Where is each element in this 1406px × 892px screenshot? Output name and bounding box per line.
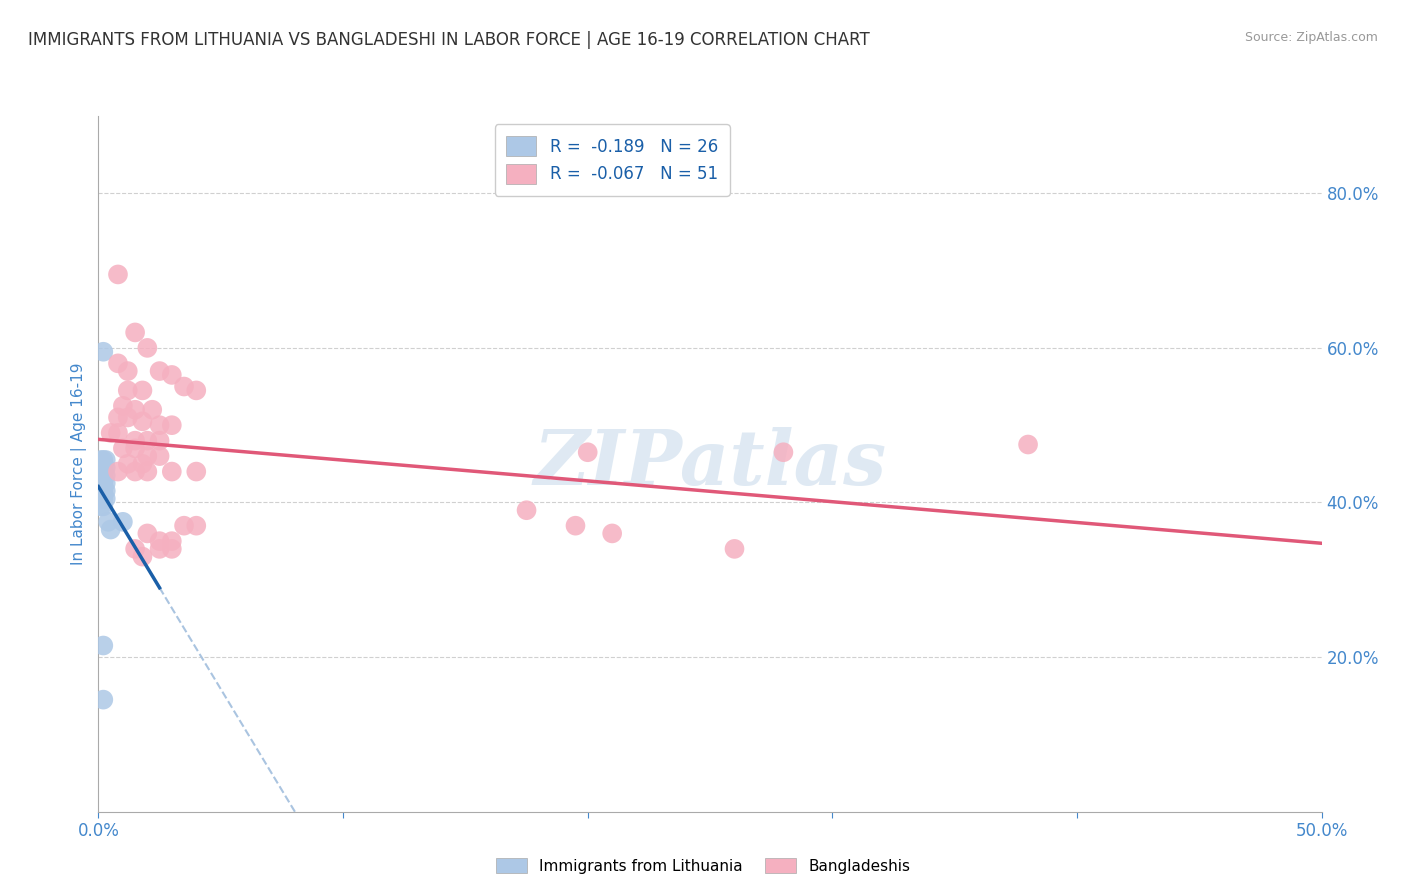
Point [91,344,114,359]
Text: Source: ZipAtlas.com: Source: ZipAtlas.com [1244,31,1378,45]
Point [149,534,172,549]
Point [97,515,120,529]
Point [90,460,112,475]
Point [136,341,159,355]
Point [124,541,146,556]
Point [107,425,129,440]
Point [100,425,122,440]
Point [90,476,112,491]
Point [124,442,146,456]
Point [90,491,112,506]
Point [160,418,183,433]
Y-axis label: In Labor Force | Age 16-19: In Labor Force | Age 16-19 [72,362,87,566]
Point [124,465,146,479]
Point [186,465,208,479]
Point [91,468,114,483]
Point [94,460,117,475]
Point [149,418,172,433]
Point [94,468,117,483]
Point [515,503,537,517]
Point [124,402,146,417]
Point [91,639,114,653]
Legend: R =  -0.189   N = 26, R =  -0.067   N = 51: R = -0.189 N = 26, R = -0.067 N = 51 [495,124,730,195]
Point [91,500,114,514]
Point [117,384,139,398]
Point [90,468,112,483]
Point [136,449,159,463]
Point [91,692,114,706]
Point [111,399,134,413]
Point [124,326,146,340]
Point [111,515,134,529]
Point [136,465,159,479]
Text: ZIPatlas: ZIPatlas [533,427,887,500]
Point [131,549,153,564]
Point [131,384,153,398]
Point [723,541,745,556]
Text: IMMIGRANTS FROM LITHUANIA VS BANGLADESHI IN LABOR FORCE | AGE 16-19 CORRELATION : IMMIGRANTS FROM LITHUANIA VS BANGLADESHI… [28,31,870,49]
Legend: Immigrants from Lithuania, Bangladeshis: Immigrants from Lithuania, Bangladeshis [489,852,917,880]
Point [160,368,183,382]
Point [160,465,183,479]
Point [576,445,599,459]
Point [149,364,172,378]
Point [90,483,112,498]
Point [107,465,129,479]
Point [91,476,114,491]
Point [141,402,163,417]
Point [149,434,172,448]
Point [600,526,623,541]
Point [149,449,172,463]
Point [186,518,208,533]
Point [90,453,112,467]
Point [173,379,195,393]
Point [117,364,139,378]
Point [91,483,114,498]
Point [94,476,117,491]
Point [173,518,195,533]
Point [90,500,112,514]
Point [149,541,172,556]
Point [100,523,122,537]
Point [94,491,117,506]
Point [124,434,146,448]
Point [136,526,159,541]
Point [117,457,139,471]
Point [564,518,586,533]
Point [186,384,208,398]
Point [1017,437,1039,451]
Point [107,410,129,425]
Point [91,453,114,467]
Point [131,457,153,471]
Point [91,460,114,475]
Point [131,414,153,428]
Point [94,483,117,498]
Point [136,434,159,448]
Point [91,491,114,506]
Point [107,268,129,282]
Point [117,410,139,425]
Point [160,541,183,556]
Point [111,442,134,456]
Point [160,534,183,549]
Point [107,356,129,370]
Point [94,453,117,467]
Point [772,445,794,459]
